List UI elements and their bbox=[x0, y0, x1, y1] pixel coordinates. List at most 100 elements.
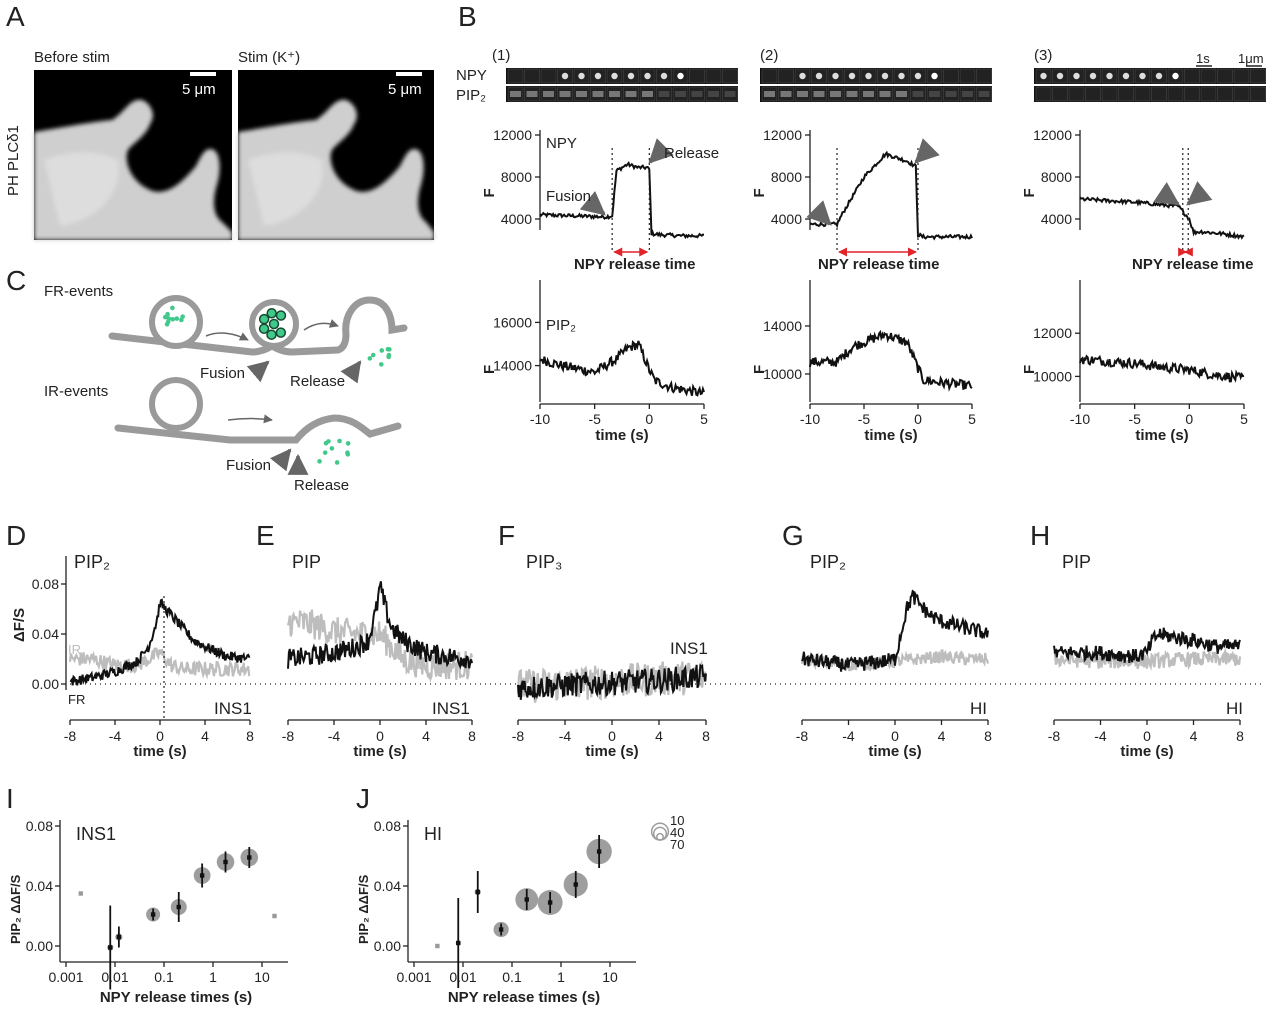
npy-y-label: F bbox=[751, 188, 768, 197]
panel-title-d: PIP₂ bbox=[74, 552, 110, 572]
size-legend-label: 70 bbox=[670, 837, 684, 852]
fr-release-arrow bbox=[340, 360, 362, 384]
kymo-pip2-signal bbox=[724, 91, 736, 97]
kymo-frame bbox=[705, 68, 722, 84]
pip2-trace bbox=[809, 329, 973, 392]
trace-f-black bbox=[517, 663, 707, 700]
trace-d-gray bbox=[68, 647, 251, 680]
kymo-frame bbox=[761, 68, 778, 84]
trace-h-gray bbox=[1053, 647, 1242, 672]
ir-granule-docked bbox=[149, 377, 203, 431]
kymograph-strips bbox=[506, 68, 1266, 102]
panel-letter-d: D bbox=[6, 520, 26, 551]
kymo-frame bbox=[1233, 86, 1250, 102]
panel-a: PH PLCδ1 Before stim Stim (K⁺) 5 μm 5 μm bbox=[5, 49, 434, 240]
panel-letter-f: F bbox=[498, 520, 515, 551]
kymo-granule-spot bbox=[561, 72, 569, 80]
ir-fusion-arrow bbox=[269, 448, 292, 472]
x-label: time (s) bbox=[1120, 743, 1173, 760]
kymo-granule-spot bbox=[594, 72, 602, 80]
kymo-granule-spot bbox=[848, 72, 856, 80]
kymo-frame bbox=[1151, 86, 1167, 102]
cell-shape-stim bbox=[238, 99, 434, 240]
trace-h-black bbox=[1053, 627, 1241, 664]
cargo-dot bbox=[166, 316, 172, 321]
kymo-pip2-signal bbox=[797, 91, 808, 97]
kymo-frame bbox=[1068, 86, 1085, 102]
x-tick-label: 8 bbox=[246, 728, 254, 744]
x-tick-label: -4 bbox=[842, 728, 855, 744]
x-tick-label: 10 bbox=[254, 969, 270, 985]
kymo-granule-spot bbox=[578, 72, 585, 80]
cargo-dot-dense bbox=[275, 310, 287, 321]
kymo-granule-spot bbox=[660, 72, 668, 80]
time-x-label: time (s) bbox=[1135, 427, 1188, 444]
kymo-pip2-signal bbox=[543, 91, 554, 97]
npy-y-tick-label: 8000 bbox=[771, 169, 802, 185]
trace-label-npy: NPY bbox=[546, 135, 577, 152]
cargo-dot bbox=[379, 348, 385, 353]
panel-letter-h: H bbox=[1030, 520, 1050, 551]
kymo-pip2-signal bbox=[813, 91, 825, 97]
pip2-trace bbox=[1079, 354, 1245, 383]
pip2-y-tick-label: 10000 bbox=[763, 366, 802, 382]
kymo-granule-spot bbox=[881, 72, 889, 80]
npy-y-label: F bbox=[1021, 188, 1038, 197]
x-label: NPY release times (s) bbox=[448, 989, 600, 1006]
kymo-pip2-signal bbox=[675, 91, 686, 97]
cargo-dot bbox=[345, 441, 351, 446]
npy-y-tick-label: 4000 bbox=[771, 211, 802, 227]
fr-events-title: FR-events bbox=[44, 283, 113, 300]
npy-y-tick-label: 8000 bbox=[1041, 169, 1072, 185]
x-tick-label: -4 bbox=[109, 728, 122, 744]
x-label: time (s) bbox=[133, 743, 186, 760]
kymo-label-pip2: PIP₂ bbox=[456, 87, 486, 104]
kymo-granule-spot bbox=[832, 72, 839, 80]
kymo-pip2-signal bbox=[559, 91, 571, 97]
cargo-dot-dense bbox=[258, 323, 270, 334]
panel-letter-i: I bbox=[6, 783, 14, 814]
data-point-center bbox=[475, 889, 480, 895]
subpanel-label-3: (3) bbox=[1034, 47, 1052, 64]
granule-cargo-dots bbox=[161, 305, 392, 465]
panel-b: NPY PIP₂ (1) (2) (3) 1s 1μm 12000 8000 400… bbox=[456, 47, 1266, 444]
x-tick-label: 0.01 bbox=[101, 969, 128, 985]
legend-ir: IR bbox=[68, 642, 81, 657]
x-tick-label: 8 bbox=[984, 728, 992, 744]
pip2-y-tick-label: 16000 bbox=[493, 314, 532, 330]
panel-title-f: PIP₃ bbox=[526, 552, 562, 572]
x-label: time (s) bbox=[353, 743, 406, 760]
kymo-granule-spot bbox=[865, 72, 872, 80]
y-tick-label: 0.04 bbox=[26, 878, 53, 894]
x-tick-label: 4 bbox=[1190, 728, 1198, 744]
y-tick-label-d: 0.08 bbox=[32, 576, 59, 592]
npy-y-tick-label: 8000 bbox=[501, 169, 532, 185]
cell-label-d: INS1 bbox=[214, 699, 252, 718]
kymo-frame bbox=[778, 68, 794, 84]
y-tick-label: 0.08 bbox=[26, 818, 53, 834]
kymo-granule-spot bbox=[644, 72, 651, 80]
pip2-y-label: F bbox=[481, 365, 498, 374]
kymo-pip2-signal bbox=[912, 91, 924, 97]
kymo-granule-spot bbox=[1122, 72, 1130, 80]
kymo-frame bbox=[1217, 86, 1233, 102]
space-scale-label: 1μm bbox=[1238, 51, 1264, 66]
data-point-center bbox=[573, 882, 578, 887]
cargo-dot bbox=[370, 352, 376, 358]
kymo-granule-spot bbox=[931, 72, 938, 80]
kymo-pip2-signal bbox=[830, 91, 841, 97]
kymo-frame bbox=[1035, 86, 1052, 102]
panel-c: FR-events IR-events Fusion Release Fusio… bbox=[44, 283, 408, 494]
kymo-frame bbox=[1217, 68, 1233, 84]
data-point-center bbox=[108, 945, 113, 950]
data-point-center bbox=[176, 904, 181, 910]
release-arrow bbox=[914, 138, 940, 164]
trace-label-pip2: PIP₂ bbox=[546, 317, 576, 334]
cargo-dot bbox=[334, 460, 340, 465]
data-point-center bbox=[435, 943, 440, 949]
pip2-y-tick-label: 10000 bbox=[1033, 368, 1072, 384]
x-tick-label: -8 bbox=[512, 728, 525, 744]
x-tick-label: -4 bbox=[559, 728, 572, 744]
kymo-pip2-signal bbox=[879, 91, 891, 97]
